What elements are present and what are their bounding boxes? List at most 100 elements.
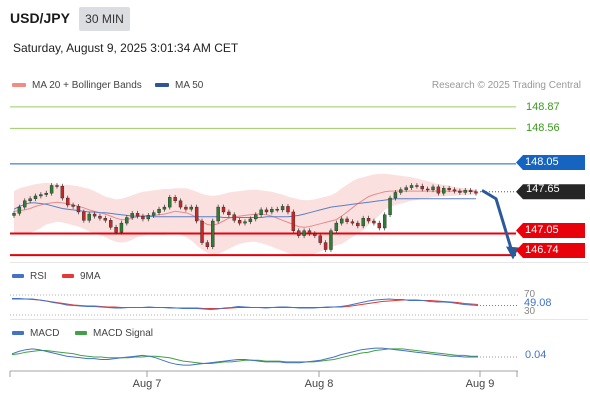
candle [345,218,349,222]
candle [361,218,365,227]
ma50-line [13,198,476,218]
candle [366,218,371,222]
candle [44,192,48,195]
candle [254,214,258,220]
candle [468,190,473,192]
candle [291,211,296,231]
candle [302,230,306,236]
candle [49,185,54,194]
level-tag-support2: 146.74 [516,243,585,258]
candle [98,215,102,219]
candle [297,230,301,236]
level-label-last: 147.65 [526,183,560,195]
candle [280,206,285,211]
panel-divider [10,262,588,263]
candle [307,230,312,234]
candle [339,218,344,224]
legend-ma20-label: MA 20 + Bollinger Bands [32,80,142,91]
candle [168,197,172,208]
candle [221,206,226,213]
candle [382,214,387,229]
rsi-upper-label: 70 [524,289,536,300]
level-tag-pivot: 148.05 [516,155,585,170]
candle [259,209,263,215]
candle [377,222,382,229]
candle [33,195,38,199]
timeframe-button[interactable]: 30 MIN [79,7,130,31]
candle [458,190,462,193]
candle [28,198,32,202]
candle [425,188,430,191]
candle [184,206,188,210]
candle [82,211,86,221]
candle [329,230,333,250]
rsi-value-label: 49.08 [524,297,552,309]
candle [108,220,113,228]
candle [227,211,231,215]
legend-ma20: MA 20 + Bollinger Bands [12,80,142,91]
ma20-line [13,190,476,228]
x-label: Aug 7 [132,378,162,390]
candle [243,221,247,224]
candle [431,186,435,190]
macd-swatch [12,331,24,336]
candle [372,220,376,224]
candle [194,206,199,222]
macd-value-label: 0.04 [525,349,547,361]
candle [388,197,392,215]
candle [216,206,220,222]
legend-rsi: RSI [12,271,47,282]
ma20-swatch [12,83,26,88]
credit-text: Research © 2025 Trading Central [431,80,581,91]
candle [356,222,360,227]
candle [399,189,403,193]
last-price-tag [516,184,585,200]
candle [151,212,156,216]
macd-signal-line [11,348,478,364]
legend-macd-signal-label: MACD Signal [93,328,154,339]
level-label-resist2: 148.87 [526,101,560,113]
pair-title: USD/JPY [10,10,70,26]
candle [162,206,167,210]
candle [92,213,97,217]
candle [130,213,134,218]
legend-rsi-label: RSI [30,271,47,282]
candle [60,186,65,199]
rsi-ma-swatch [62,274,74,279]
legend-ma50: MA 50 [155,80,203,91]
candle [334,222,339,231]
candle [17,206,22,214]
candle [232,214,236,221]
x-label: Aug 8 [304,378,334,390]
macd-line [11,347,478,366]
candle [442,188,446,194]
candle [237,220,242,224]
candle [447,188,451,190]
candle [173,197,177,202]
timestamp: Saturday, August 9, 2025 3:01:34 AM CET [13,41,239,55]
macd-signal-swatch [75,331,87,336]
rsi-lower-label: 30 [524,306,536,317]
candle [39,194,43,197]
candle [178,200,183,208]
candle [12,213,16,216]
candle [146,215,151,220]
candle [275,208,279,211]
legend-macd-label: MACD [30,328,60,339]
ma50-swatch [155,83,169,88]
candle [23,200,27,208]
forecast-arrow [481,189,514,253]
candle [452,189,457,192]
candle [248,218,253,222]
candle [211,220,215,247]
candle [393,192,398,199]
candle [409,185,414,188]
candle [200,220,204,243]
candle [55,185,59,187]
candle [114,227,118,233]
level-label-resist1: 148.56 [526,122,560,134]
candle [135,213,140,217]
candle [436,186,441,194]
